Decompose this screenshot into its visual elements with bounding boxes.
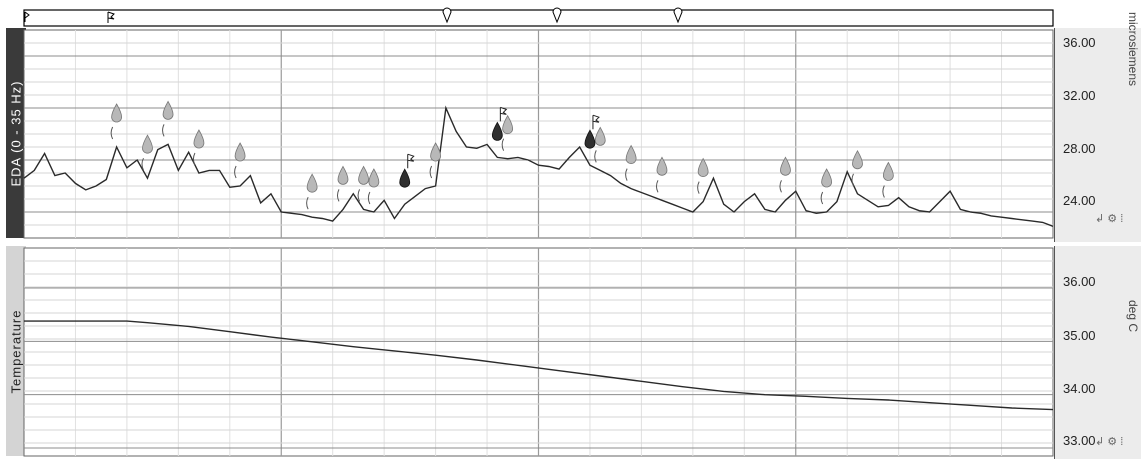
y-tick-label: 36.00 — [1063, 274, 1096, 289]
response-drop-icon — [501, 114, 514, 151]
axis-tool-icons[interactable]: ↲ ⚙ ⁞ — [1095, 436, 1124, 448]
eda-panel: EDA (0 - 35 Hz) 36.00 32.00 28.00 24.00 … — [0, 12, 1141, 242]
response-drop-icon — [851, 149, 863, 187]
eda-plot[interactable] — [0, 28, 1054, 242]
temperature-plot[interactable] — [0, 244, 1054, 459]
pin-marker-icon — [552, 7, 562, 24]
y-tick-label: 24.00 — [1063, 193, 1096, 208]
series-line — [23, 105, 1054, 227]
response-drop-icon — [110, 103, 123, 140]
eda-channel-label: EDA (0 - 35 Hz) — [6, 28, 26, 238]
response-drop-icon — [429, 142, 442, 179]
response-drop-icon — [882, 161, 894, 198]
response-drop-icon — [192, 129, 205, 166]
temperature-channel-label: Temperature — [6, 246, 26, 456]
response-drop-icon — [820, 168, 833, 205]
response-drop-icon — [594, 126, 606, 163]
flag-marker-icon — [107, 11, 115, 23]
response-drop-icon — [162, 100, 174, 137]
y-tick-label: 36.00 — [1063, 35, 1096, 50]
y-tick-label: 35.00 — [1063, 328, 1096, 343]
pin-marker-icon — [673, 7, 683, 24]
temperature-panel: Temperature 36.00 35.00 34.00 33.00 deg … — [0, 244, 1141, 459]
response-drop-icon — [336, 165, 349, 202]
response-drop-icon — [357, 165, 369, 202]
eda-unit-label: microsiemens — [1126, 11, 1140, 86]
start-flag-icon — [24, 11, 30, 22]
y-tick-label: 34.00 — [1063, 381, 1096, 396]
axis-tool-icons[interactable]: ↲ ⚙ ⁞ — [1095, 213, 1124, 225]
event-marker-strip[interactable] — [0, 0, 1141, 30]
response-drop-icon — [655, 156, 668, 193]
peak-flag-icon — [584, 114, 600, 149]
y-tick-label: 28.00 — [1063, 141, 1096, 156]
y-tick-label: 33.00 — [1063, 433, 1096, 448]
peak-flag-icon — [399, 153, 415, 188]
series-line — [24, 320, 1054, 411]
response-drop-icon — [367, 168, 380, 205]
response-drop-icon — [141, 134, 153, 171]
response-drop-icon — [625, 144, 637, 181]
response-drop-icon — [779, 156, 791, 193]
response-drop-icon — [306, 173, 318, 210]
event-strip-frame — [23, 9, 1054, 27]
eda-y-axis: 36.00 32.00 28.00 24.00 microsiemens ↲ ⚙… — [1054, 12, 1141, 242]
response-drop-icon — [234, 142, 246, 179]
peak-flag-icon — [491, 106, 508, 141]
temperature-y-axis: 36.00 35.00 34.00 33.00 deg C ↲ ⚙ ⁞ — [1054, 246, 1141, 459]
response-drop-icon — [697, 157, 709, 194]
y-tick-label: 32.00 — [1063, 88, 1096, 103]
pin-marker-icon — [442, 7, 452, 24]
temperature-unit-label: deg C — [1126, 299, 1140, 332]
